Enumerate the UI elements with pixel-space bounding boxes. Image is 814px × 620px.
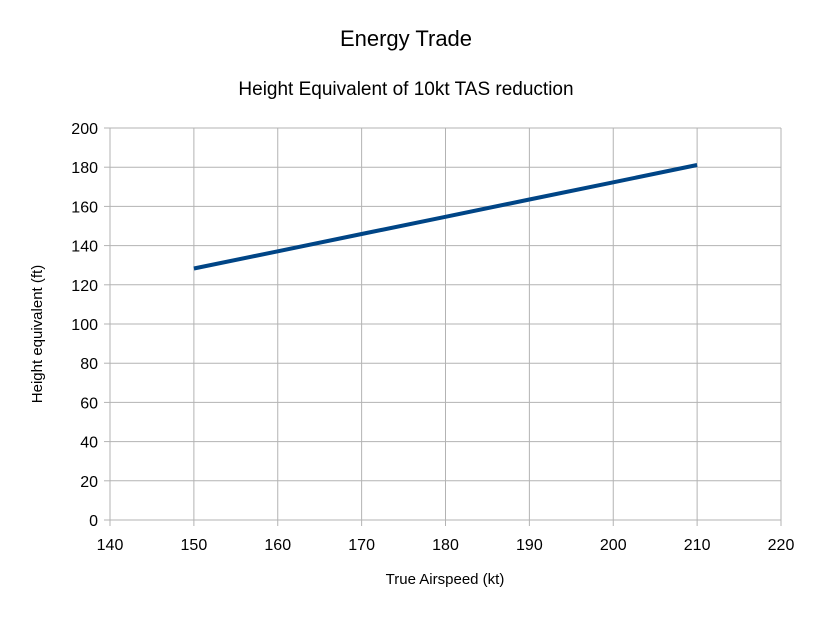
y-tick-label: 20 <box>80 474 98 491</box>
y-tick-label: 40 <box>80 435 98 452</box>
x-tick-label: 200 <box>600 537 627 554</box>
chart-title: Energy Trade <box>340 26 472 51</box>
x-tick-label: 220 <box>768 537 795 554</box>
y-tick-label: 180 <box>71 160 98 177</box>
y-tick-label: 0 <box>89 513 98 530</box>
x-tick-label: 180 <box>432 537 459 554</box>
x-tick-label: 190 <box>516 537 543 554</box>
x-axis-label: True Airspeed (kt) <box>386 571 505 588</box>
chart-subtitle: Height Equivalent of 10kt TAS reduction <box>238 79 573 100</box>
x-tick-label: 210 <box>684 537 711 554</box>
y-tick-label: 100 <box>71 317 98 334</box>
x-tick-label: 170 <box>348 537 375 554</box>
y-tick-label: 120 <box>71 278 98 295</box>
series-layer <box>193 163 698 271</box>
y-tick-label: 160 <box>71 199 98 216</box>
x-tick-label: 150 <box>181 537 208 554</box>
x-tick-label: 140 <box>97 537 124 554</box>
y-tick-label: 200 <box>71 121 98 138</box>
y-tick-label: 80 <box>80 356 98 373</box>
grid <box>104 127 782 526</box>
series-line <box>193 163 698 271</box>
tick-labels: 0 20 40 60 80 100 120 140 160 180 200 140 150 160 170 1… <box>71 121 794 554</box>
x-tick-label: 160 <box>264 537 291 554</box>
y-tick-label: 60 <box>80 395 98 412</box>
y-tick-label: 140 <box>71 239 98 256</box>
y-axis-label: Height equivalent (ft) <box>29 265 46 403</box>
